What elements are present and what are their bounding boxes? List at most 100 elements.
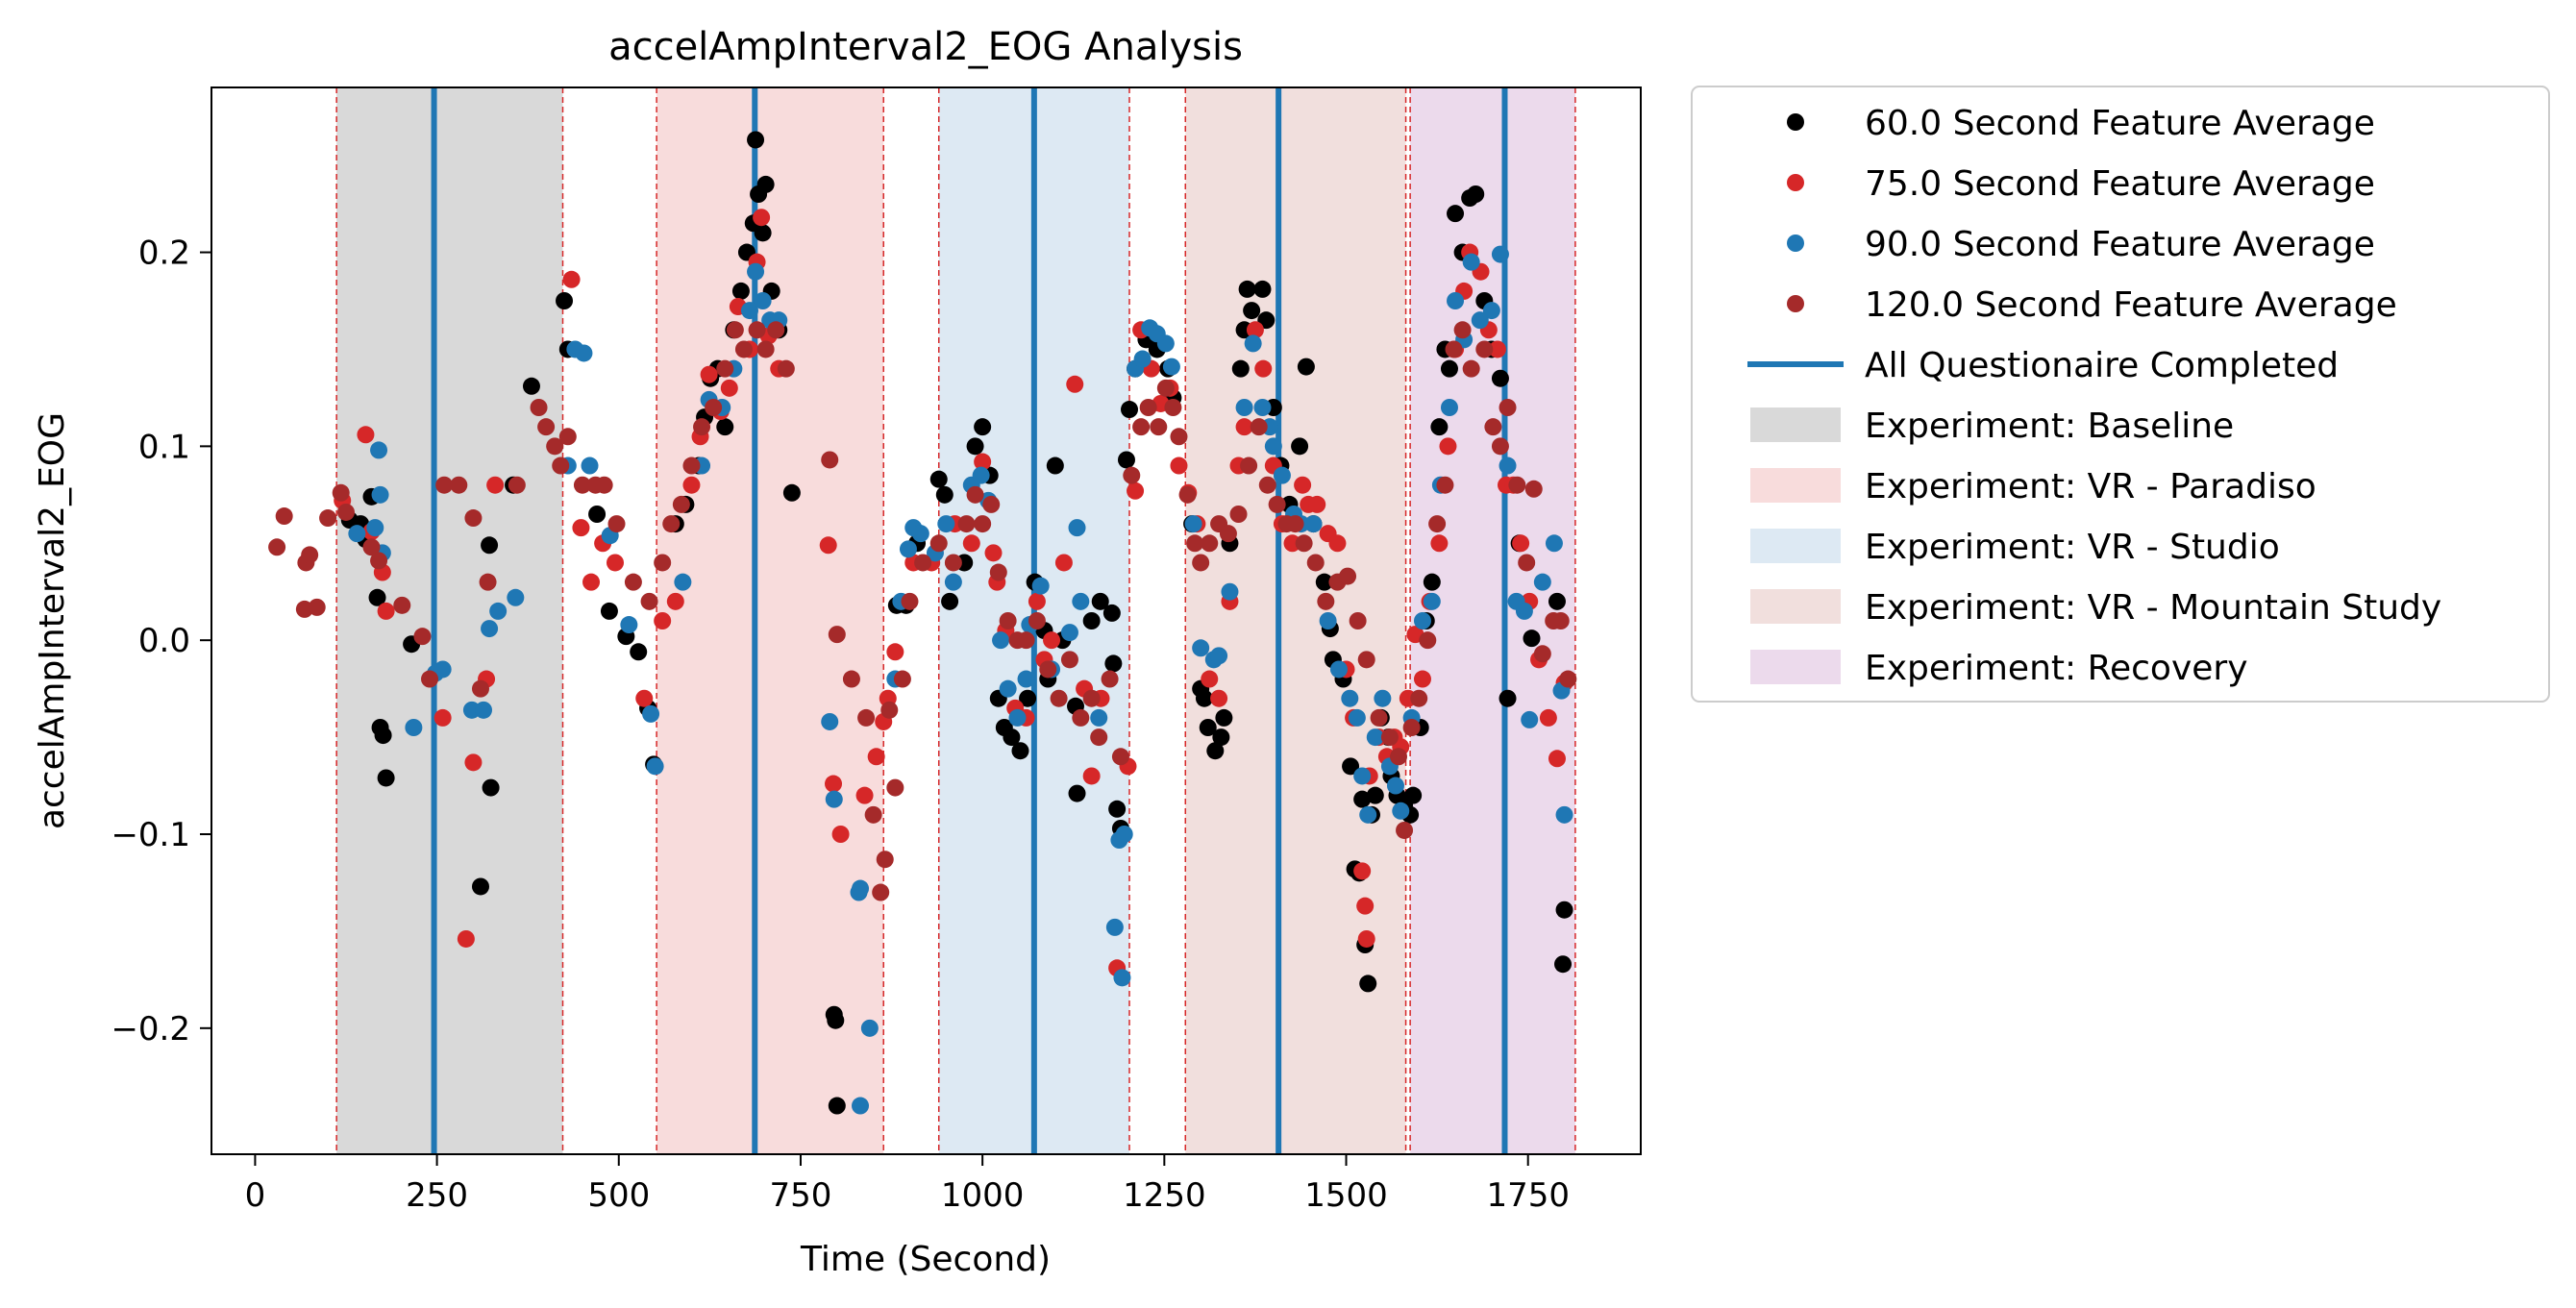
point-s2-108 bbox=[1521, 710, 1539, 728]
point-s1-62 bbox=[1170, 457, 1188, 475]
point-s3-76 bbox=[1132, 418, 1151, 436]
point-s0-6 bbox=[374, 727, 392, 745]
point-s3-34 bbox=[682, 457, 701, 475]
point-s0-47 bbox=[935, 485, 954, 504]
point-s1-6 bbox=[457, 929, 475, 948]
point-s3-0 bbox=[268, 538, 286, 556]
point-s3-123 bbox=[1551, 612, 1570, 629]
x-axis: 0 250 500 750 1000 1250 1500 1750 bbox=[245, 1154, 1570, 1215]
point-s3-70 bbox=[1072, 708, 1090, 727]
point-s2-87 bbox=[1353, 767, 1372, 785]
point-s0-135 bbox=[1555, 901, 1573, 919]
point-s3-110 bbox=[1436, 476, 1454, 494]
point-s1-77 bbox=[1308, 495, 1326, 513]
point-s1-5 bbox=[433, 708, 452, 727]
x-tick-label-4: 1000 bbox=[941, 1176, 1025, 1215]
point-s3-41 bbox=[756, 340, 775, 358]
point-s3-97 bbox=[1317, 592, 1335, 610]
legend-swatch-3 bbox=[1750, 589, 1841, 624]
point-s0-9 bbox=[471, 877, 489, 896]
point-s3-114 bbox=[1475, 340, 1494, 358]
point-s3-73 bbox=[1101, 670, 1119, 688]
point-s0-28 bbox=[716, 418, 734, 436]
point-s2-0 bbox=[348, 525, 366, 543]
point-s1-26 bbox=[753, 209, 771, 227]
y-tick-label-1: −0.1 bbox=[111, 816, 190, 854]
point-s2-72 bbox=[1210, 647, 1228, 665]
point-s0-46 bbox=[929, 470, 948, 488]
point-s1-94 bbox=[1430, 534, 1449, 553]
point-s2-21 bbox=[674, 573, 692, 591]
point-s3-72 bbox=[1090, 728, 1108, 747]
point-s1-14 bbox=[606, 554, 624, 572]
point-s3-109 bbox=[1428, 515, 1447, 533]
point-s0-16 bbox=[588, 506, 607, 523]
point-s3-95 bbox=[1295, 534, 1313, 553]
point-s3-100 bbox=[1349, 612, 1367, 629]
point-s2-41 bbox=[911, 525, 929, 543]
point-s2-101 bbox=[1462, 253, 1480, 271]
point-s3-84 bbox=[1192, 554, 1210, 572]
point-s0-84 bbox=[1215, 708, 1233, 727]
region-span-1 bbox=[656, 87, 884, 1154]
legend-label-2: 90.0 Second Feature Average bbox=[1865, 225, 2375, 264]
point-s2-110 bbox=[1545, 534, 1563, 553]
region-span-3 bbox=[1185, 87, 1406, 1154]
point-s0-61 bbox=[1046, 457, 1064, 475]
point-s0-64 bbox=[1068, 784, 1086, 802]
x-axis-label: Time (Second) bbox=[800, 1240, 1051, 1279]
point-s0-50 bbox=[966, 437, 984, 456]
point-s0-105 bbox=[1353, 790, 1372, 808]
x-tick-label-1: 250 bbox=[406, 1176, 468, 1215]
point-s1-79 bbox=[1328, 534, 1347, 553]
point-s3-48 bbox=[864, 805, 882, 824]
point-s1-1 bbox=[357, 426, 375, 444]
point-s3-65 bbox=[1017, 631, 1035, 650]
point-s3-121 bbox=[1533, 645, 1551, 663]
point-s0-129 bbox=[1491, 369, 1509, 387]
point-s2-43 bbox=[937, 515, 955, 533]
point-s2-61 bbox=[1113, 969, 1131, 987]
x-tick-label-6: 1500 bbox=[1304, 1176, 1388, 1215]
point-s2-34 bbox=[852, 879, 870, 898]
point-s1-95 bbox=[1439, 437, 1457, 456]
point-s2-90 bbox=[1374, 689, 1392, 707]
legend-marker-2 bbox=[1787, 234, 1804, 252]
point-s3-102 bbox=[1370, 708, 1388, 727]
point-s0-55 bbox=[1003, 728, 1021, 747]
point-s3-96 bbox=[1306, 554, 1325, 572]
point-s3-59 bbox=[966, 485, 984, 504]
legend-swatch-1 bbox=[1750, 468, 1841, 503]
point-s3-32 bbox=[662, 515, 681, 533]
point-s0-10 bbox=[481, 536, 499, 555]
point-s2-78 bbox=[1264, 437, 1282, 456]
point-s3-91 bbox=[1258, 476, 1276, 494]
point-s3-24 bbox=[558, 428, 577, 446]
point-s2-28 bbox=[754, 292, 772, 309]
point-s0-41 bbox=[827, 1011, 845, 1029]
point-s3-124 bbox=[1559, 670, 1577, 688]
point-s1-50 bbox=[1054, 554, 1073, 572]
point-s1-11 bbox=[572, 519, 590, 537]
point-s3-46 bbox=[842, 670, 860, 688]
region-span-0 bbox=[336, 87, 563, 1154]
point-s3-61 bbox=[982, 495, 1001, 513]
point-s3-104 bbox=[1390, 748, 1408, 766]
point-s3-50 bbox=[876, 851, 894, 869]
point-s2-53 bbox=[1031, 577, 1050, 595]
point-s0-102 bbox=[1342, 757, 1360, 776]
point-s2-55 bbox=[1060, 624, 1078, 642]
point-s2-92 bbox=[1386, 777, 1404, 795]
point-s3-71 bbox=[1082, 689, 1101, 707]
point-s1-83 bbox=[1356, 897, 1375, 915]
point-s3-53 bbox=[893, 670, 911, 688]
point-s3-18 bbox=[479, 573, 497, 591]
point-s1-30 bbox=[825, 775, 843, 793]
point-s3-4 bbox=[301, 546, 319, 564]
point-s3-105 bbox=[1396, 821, 1414, 839]
point-s0-82 bbox=[1206, 742, 1225, 760]
point-s0-68 bbox=[1104, 654, 1123, 673]
point-s3-74 bbox=[1111, 748, 1129, 766]
point-s0-96 bbox=[1297, 358, 1315, 376]
legend-swatch-2 bbox=[1750, 529, 1841, 563]
